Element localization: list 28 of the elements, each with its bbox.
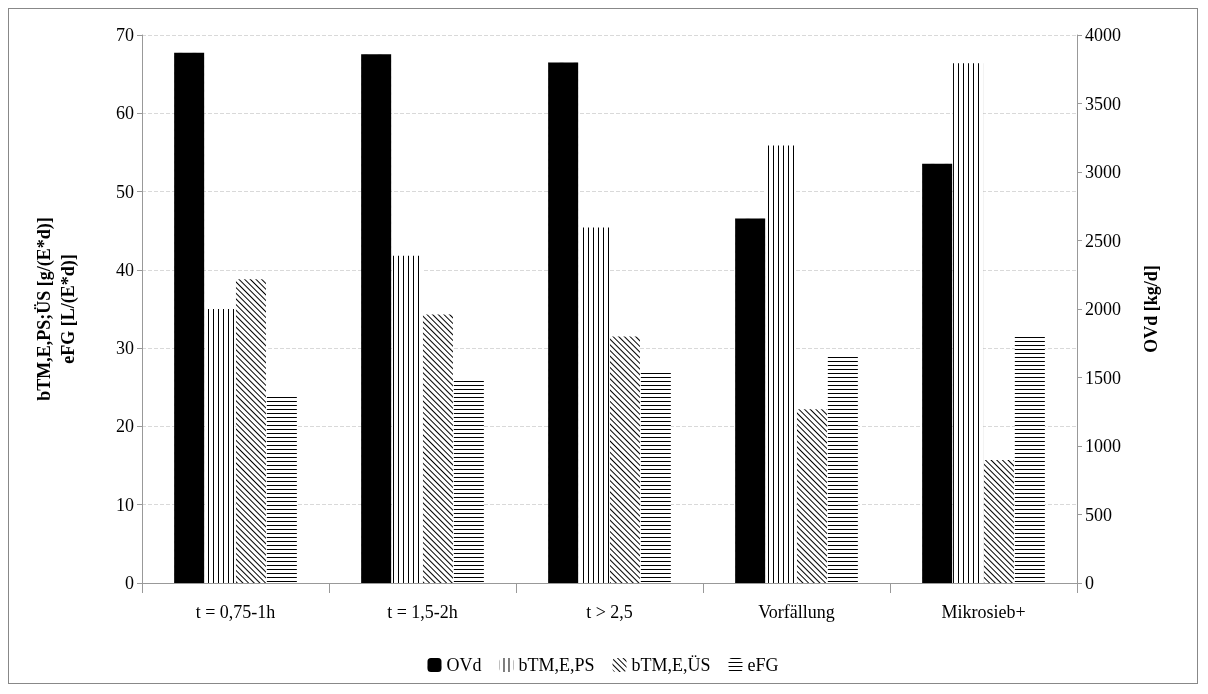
y-tick-label: 40 xyxy=(116,259,134,280)
y-tick-label: 0 xyxy=(125,573,134,593)
y2-tick-label: 1000 xyxy=(1085,436,1121,456)
y2-tick-label: 1500 xyxy=(1085,367,1121,388)
x-tick-label: Vorfällung xyxy=(758,602,835,622)
legend-label: bTM,E,PS xyxy=(518,655,595,675)
x-tick-label: t > 2,5 xyxy=(586,602,633,622)
y-axis-title: bTM,E,PS;ÜS [g/(E*d)] eFG [L/(E*d)] xyxy=(34,217,79,401)
y-tick-label: 50 xyxy=(116,181,134,202)
y2-tick-label: 3000 xyxy=(1085,162,1121,182)
y2-tick-label: 4000 xyxy=(1085,25,1121,45)
x-tick-label: t = 0,75-1h xyxy=(195,602,276,622)
y2-tick-label: 0 xyxy=(1085,573,1094,593)
y2-tick-label: 2000 xyxy=(1085,299,1121,319)
legend-label: bTM,E,ÜS xyxy=(631,655,711,675)
y2-tick-label: 2500 xyxy=(1085,230,1121,251)
y2-tick-label: 3500 xyxy=(1085,93,1121,114)
y-tick-label: 70 xyxy=(116,25,134,45)
y-tick-label: 10 xyxy=(116,494,134,515)
legend-label: OVd xyxy=(446,655,482,675)
x-tick-label: t = 1,5-2h xyxy=(387,602,458,622)
legend-label: eFG xyxy=(747,655,779,675)
x-tick-label: Mikrosieb+ xyxy=(941,602,1026,622)
y2-axis-title: OVd [kg/d] xyxy=(1141,265,1161,353)
y-tick-label: 20 xyxy=(116,416,134,437)
y-tick-label: 60 xyxy=(116,103,134,124)
y2-tick-label: 500 xyxy=(1085,504,1112,525)
y-tick-label: 30 xyxy=(116,338,134,359)
